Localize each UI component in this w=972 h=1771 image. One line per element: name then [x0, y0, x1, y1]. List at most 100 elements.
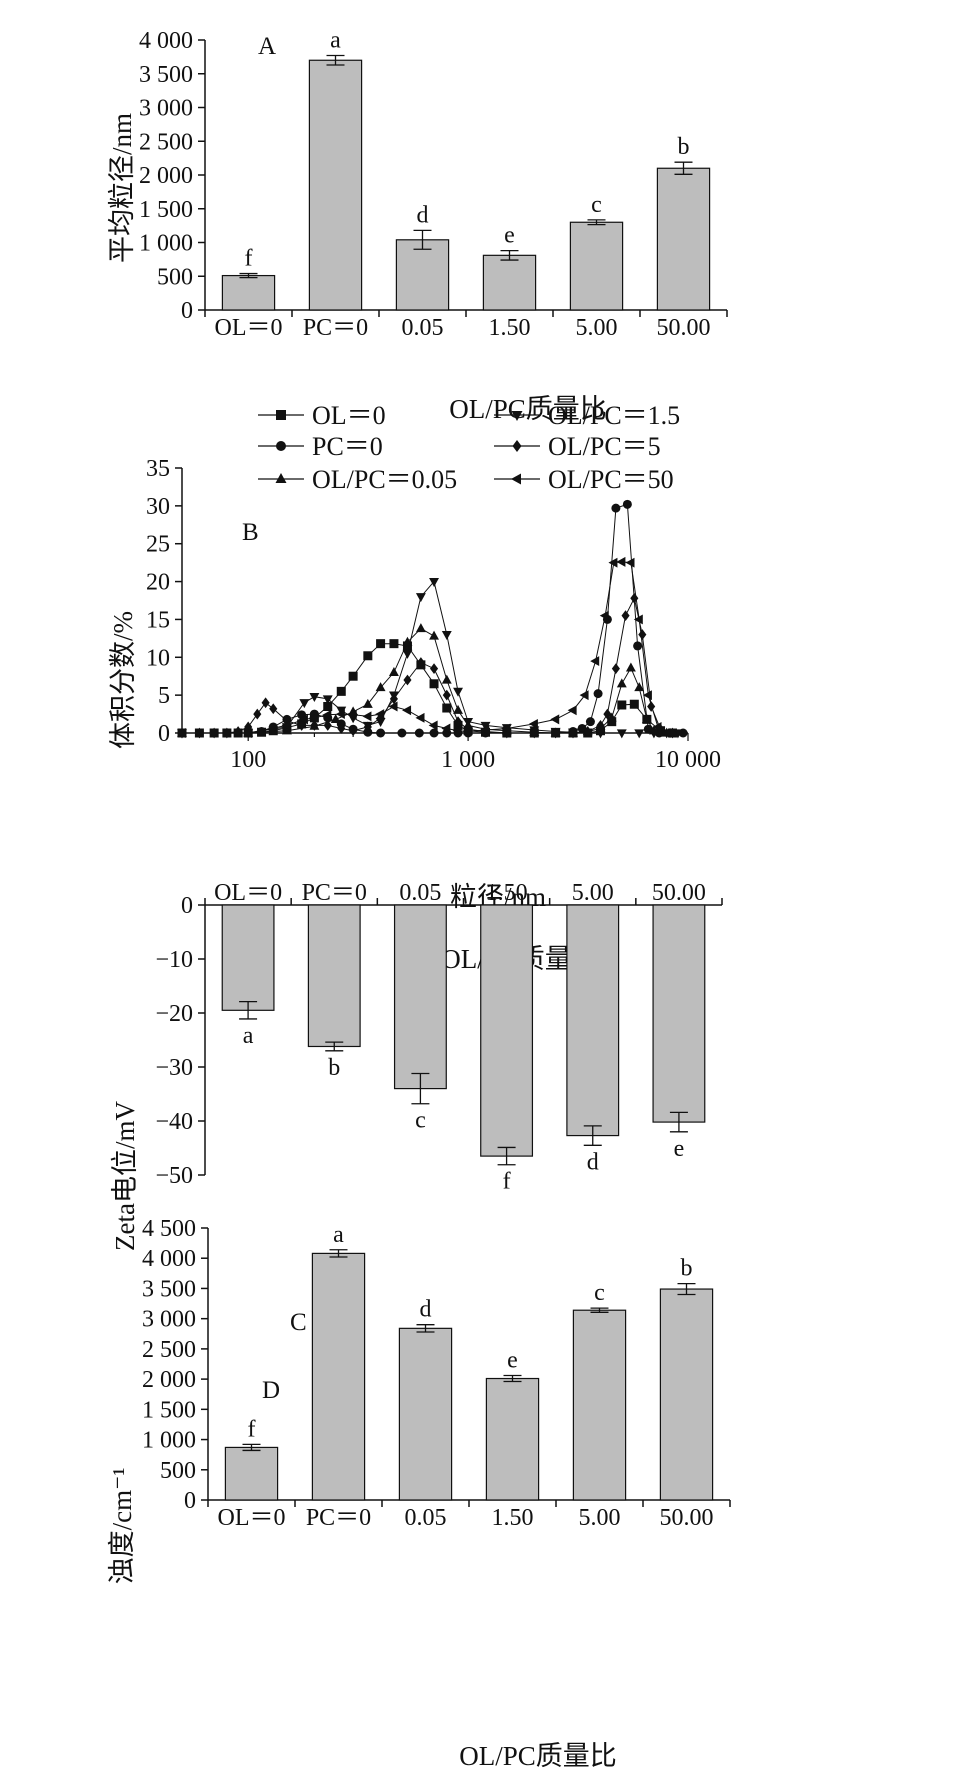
- panel-b-data-point: [611, 503, 621, 513]
- panel-b-data-point: [462, 726, 472, 737]
- panel-b-y-tick-label: 35: [146, 456, 170, 482]
- panel-b-data-point: [528, 718, 538, 729]
- panel-b-data-point: [442, 689, 451, 701]
- panel-b-data-point: [429, 679, 439, 689]
- panel-b-legend-entry-ol-pc-1-5: OL/PC＝1.5: [494, 401, 680, 430]
- panel-b-data-point: [429, 630, 439, 640]
- panel-b-x-tick-label: 10 000: [655, 747, 721, 773]
- panel-b-data-point: [298, 714, 308, 725]
- panel-b-data-point: [402, 641, 412, 651]
- panel-a-x-tick-label: 0.05: [402, 315, 444, 341]
- panel-d-bar-ol-0: [224, 1446, 279, 1501]
- panel-b-legend-label: PC＝0: [312, 432, 383, 461]
- panel-b-x-tick-label: 100: [230, 747, 266, 773]
- panel-b-data-point: [480, 725, 490, 735]
- panel-c-y-tick-label: 0: [181, 893, 193, 919]
- panel-c-significance-letter: e: [674, 1136, 685, 1162]
- panel-b-data-point: [234, 726, 243, 737]
- panel-d-significance-letter: a: [333, 1222, 344, 1248]
- panel-b-legend-entry-ol-pc-5: OL/PC＝5: [494, 432, 661, 461]
- panel-d-y-tick-label: 1 000: [142, 1428, 196, 1454]
- panel-d-y-tick-label: 500: [160, 1458, 196, 1484]
- panel-c-significance-letter: d: [587, 1149, 599, 1175]
- panel-c-significance-letter: a: [243, 1023, 254, 1049]
- panel-b-data-point: [261, 697, 270, 709]
- panel-b-data-point: [375, 709, 385, 720]
- panel-b-data-point: [625, 662, 636, 672]
- panel-b-data-point: [322, 709, 332, 720]
- panel-a-y-tick-label: 1 500: [139, 197, 193, 223]
- panel-d-bar-0-05: [398, 1327, 453, 1501]
- panel-b-data-point: [550, 714, 560, 725]
- panel-b-data-point: [257, 726, 267, 736]
- panel-a-x-tick-label: 1.50: [489, 315, 531, 341]
- panel-b-data-point: [429, 728, 439, 738]
- panel-d-y-axis-label: 浊度/cm⁻¹: [107, 1468, 137, 1585]
- panel-b-data-point: [621, 610, 630, 622]
- panel-b-data-point: [389, 639, 399, 649]
- panel-c-x-tick-label: 5.00: [572, 880, 614, 906]
- panel-b-legend-label: OL/PC＝1.5: [548, 401, 680, 430]
- panel-b-data-point: [349, 725, 358, 737]
- panel-b-data-point: [429, 663, 439, 675]
- panel-b-data-point: [416, 657, 425, 668]
- panel-b-data-point: [611, 663, 620, 675]
- panel-b-legend-entry-ol-0: OL＝0: [258, 401, 386, 430]
- panel-b-data-point: [634, 729, 645, 739]
- panel-b-data-point: [330, 713, 341, 723]
- panel-d-x-tick-label: 1.50: [492, 1505, 534, 1531]
- panel-b-data-point: [453, 716, 463, 728]
- panel-b-data-point: [617, 700, 627, 710]
- panel-c-y-axis-label: Zeta电位/mV: [110, 1101, 140, 1251]
- panel-b-data-point: [310, 720, 319, 731]
- panel-b-legend-marker: [512, 440, 522, 452]
- panel-b-data-point: [402, 705, 412, 716]
- panel-b-data-point: [268, 722, 278, 732]
- panel-d-x-tick-label: 5.00: [579, 1505, 621, 1531]
- panel-c-significance-letter: b: [328, 1055, 340, 1081]
- panel-b-data-point: [441, 723, 451, 734]
- panel-d-bar-pc-0: [311, 1252, 366, 1501]
- panel-b-data-point: [593, 689, 603, 699]
- panel-a-bar-50-00: [656, 167, 711, 311]
- panel-b-data-point: [297, 720, 306, 731]
- panel-a-y-tick-label: 1 000: [139, 231, 193, 257]
- panel-b-data-point: [269, 703, 278, 715]
- panel-c-bar-5-00: [566, 904, 620, 1137]
- panel-a-significance-letter: c: [591, 192, 602, 218]
- panel-b-data-point: [337, 723, 346, 734]
- panel-b-legend-marker: [511, 473, 521, 485]
- panel-a-y-tick-label: 0: [181, 298, 193, 324]
- panel-c-bar-pc-0: [307, 904, 361, 1048]
- panel-c-y-tick-label: −20: [155, 1001, 193, 1027]
- panel-d-label: D: [262, 1377, 280, 1404]
- panel-b-data-point: [388, 701, 398, 712]
- panel-b-data-point: [616, 729, 627, 739]
- panel-b-data-point: [415, 712, 425, 723]
- panel-d-bar-chart: D OL/PC质量比 浊度/cm⁻¹ 0 500 1 000 1 500 2 000 2 …: [107, 1216, 731, 1771]
- panel-b-data-point: [363, 651, 373, 661]
- panel-b-data-point: [375, 682, 386, 692]
- panel-b-data-point: [634, 682, 645, 692]
- panel-b-data-point: [530, 727, 539, 739]
- panel-b-data-point: [501, 723, 511, 734]
- panel-b-legend-label: OL/PC＝0.05: [312, 465, 457, 494]
- panel-c-y-tick-label: −50: [155, 1163, 193, 1189]
- panel-b-data-point: [388, 667, 399, 677]
- panel-b-data-point: [309, 693, 320, 703]
- panel-d-y-tick-label: 4 500: [142, 1216, 196, 1242]
- panel-b-data-point: [622, 499, 632, 509]
- panel-b-legend-marker: [275, 473, 287, 483]
- panel-b-data-point: [606, 712, 617, 722]
- panel-b-y-tick-label: 10: [146, 645, 170, 671]
- panel-b-data-point: [415, 623, 426, 633]
- panel-a-x-tick-label: 50.00: [657, 315, 711, 341]
- panel-c-bar-ol-0: [221, 904, 275, 1011]
- panel-a-y-tick-label: 2 000: [139, 163, 193, 189]
- panel-b-data-point: [583, 726, 592, 737]
- panel-b-data-point: [596, 720, 605, 731]
- panel-c-bar-0-05: [393, 904, 447, 1090]
- panel-b-series-ol-pc-50: [176, 556, 671, 738]
- panel-b-data-point: [308, 712, 318, 723]
